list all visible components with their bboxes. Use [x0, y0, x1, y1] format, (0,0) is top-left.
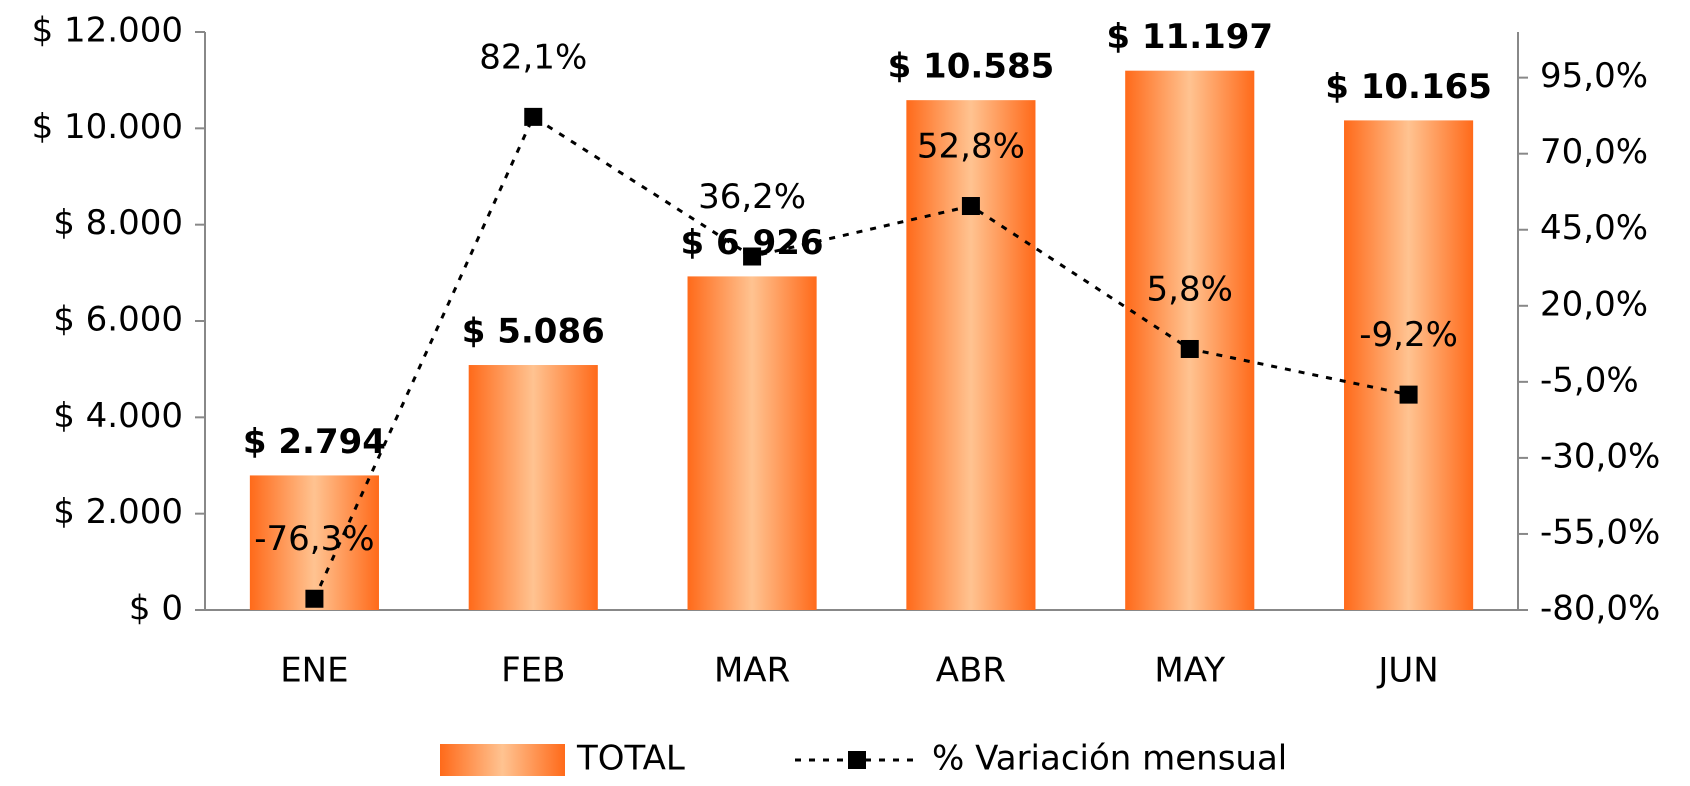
y2-tick-label: -30,0%	[1540, 436, 1660, 476]
x-tick-label: MAY	[1154, 651, 1225, 691]
bar-value-label: $ 6.926	[681, 223, 824, 263]
line-value-label: 52,8%	[917, 127, 1025, 167]
line-marker	[961, 197, 980, 216]
line-value-label: -9,2%	[1359, 315, 1458, 355]
line-value-label: -76,3%	[254, 519, 374, 559]
line-marker	[524, 107, 543, 126]
line-marker	[1180, 339, 1199, 358]
line-marker	[305, 589, 324, 608]
bar-value-label: $ 5.086	[462, 312, 605, 352]
legend-marker	[848, 751, 866, 769]
y-tick-label: $ 0	[129, 589, 183, 629]
line-value-label: 36,2%	[698, 177, 806, 217]
bar-value-label: $ 10.165	[1325, 67, 1492, 107]
x-tick-label: MAR	[714, 651, 790, 691]
legend-swatch	[440, 744, 565, 776]
y-tick-label: $ 6.000	[53, 300, 183, 340]
x-tick-label: FEB	[501, 651, 565, 691]
y2-tick-label: 45,0%	[1540, 208, 1648, 248]
y-tick-label: $ 2.000	[53, 492, 183, 532]
y2-tick-label: -5,0%	[1540, 360, 1639, 400]
bar-value-label: $ 11.197	[1106, 17, 1273, 57]
bar	[687, 276, 817, 610]
y2-tick-label: -80,0%	[1540, 589, 1660, 629]
legend-label: % Variación mensual	[932, 739, 1287, 779]
line-value-label: 5,8%	[1147, 269, 1233, 309]
y2-tick-label: -55,0%	[1540, 512, 1660, 552]
legend-label: TOTAL	[576, 739, 685, 779]
y-tick-label: $ 12.000	[32, 11, 183, 51]
y2-tick-label: 70,0%	[1540, 132, 1648, 172]
y2-tick-label: 95,0%	[1540, 56, 1648, 96]
x-tick-label: JUN	[1376, 651, 1438, 691]
y-tick-label: $ 4.000	[53, 396, 183, 436]
line-marker	[743, 247, 762, 266]
y-tick-label: $ 10.000	[32, 107, 183, 147]
bar-value-label: $ 10.585	[888, 47, 1055, 87]
line-marker	[1399, 385, 1418, 404]
y2-tick-label: 20,0%	[1540, 284, 1648, 324]
line-value-label: 82,1%	[479, 37, 587, 77]
line	[313, 114, 1409, 600]
bar	[906, 100, 1036, 611]
bar	[1344, 120, 1474, 610]
bar	[249, 475, 379, 610]
x-tick-label: ENE	[280, 651, 348, 691]
y-tick-label: $ 8.000	[53, 203, 183, 243]
x-tick-label: ABR	[936, 651, 1006, 691]
bar-value-label: $ 2.794	[243, 422, 386, 462]
bar	[468, 365, 598, 610]
